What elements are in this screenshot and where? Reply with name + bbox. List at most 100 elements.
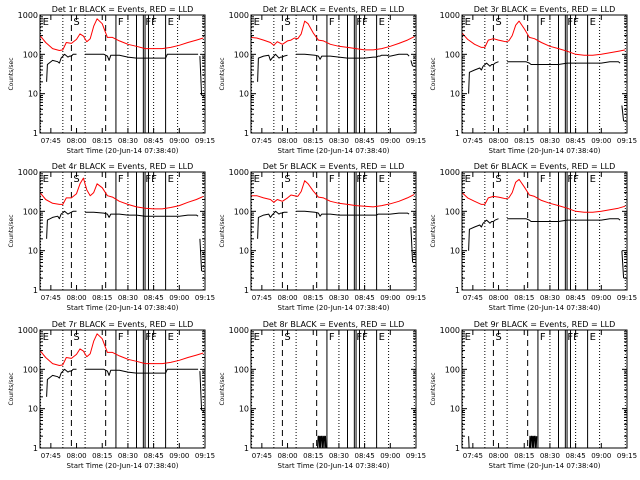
events-rate-line	[317, 435, 327, 449]
events-rate-line	[85, 211, 199, 218]
plot-frame	[39, 14, 206, 134]
event-marker-label: E	[254, 17, 260, 28]
lld-rate-line	[39, 18, 204, 51]
x-tick-label: 09:00	[380, 452, 400, 460]
x-tick-label: 08:00	[488, 137, 508, 145]
y-tick-label: 100	[445, 207, 460, 216]
event-marker-label: E	[168, 174, 174, 185]
y-axis-label: Counts/sec	[219, 372, 226, 405]
x-tick-label: 09:00	[169, 137, 189, 145]
event-marker-label: S	[73, 332, 79, 343]
events-rate-line	[468, 61, 499, 94]
y-tick-label: 100	[445, 365, 460, 374]
panel-title: Det 9r BLACK = Events, RED = LLD	[474, 320, 616, 329]
y-axis-label: Counts/sec	[8, 214, 15, 247]
x-tick-label: 08:15	[303, 452, 323, 460]
plot-frame	[461, 329, 628, 449]
event-marker-label: E	[379, 332, 385, 343]
x-tick-label: 08:00	[66, 294, 86, 302]
y-tick-label: 1	[33, 444, 38, 453]
x-tick-label: 09:00	[380, 294, 400, 302]
x-tick-label: 07:45	[252, 137, 272, 145]
y-tick-label: 1	[455, 286, 460, 295]
x-tick-label: 09:00	[591, 294, 611, 302]
y-tick-label: 1000	[229, 11, 249, 20]
y-tick-label: 100	[234, 50, 249, 59]
event-marker-label: S	[284, 174, 290, 185]
x-axis-label: Start Time (20-Jun-14 07:38:40)	[278, 147, 390, 155]
x-tick-label: 08:45	[355, 294, 375, 302]
events-rate-line	[410, 60, 414, 67]
x-tick-label: 08:00	[488, 294, 508, 302]
event-marker-label: S	[284, 332, 290, 343]
event-marker-label: F	[118, 174, 124, 185]
event-marker-label: FF	[567, 17, 579, 28]
plot-frame	[250, 329, 417, 449]
x-tick-label: 08:30	[329, 137, 349, 145]
events-rate-line	[257, 210, 288, 239]
y-tick-label: 100	[234, 365, 249, 374]
y-tick-label: 10	[239, 90, 249, 99]
events-rate-line	[468, 218, 499, 251]
y-tick-label: 1000	[18, 168, 38, 177]
lld-rate-line	[39, 177, 204, 210]
x-tick-label: 08:15	[92, 452, 112, 460]
y-tick-label: 1	[244, 444, 249, 453]
event-marker-label: F	[118, 332, 124, 343]
event-marker-label: E	[465, 174, 471, 185]
panel-title: Det 2r BLACK = Events, RED = LLD	[263, 5, 405, 14]
event-marker-label: FF	[145, 174, 157, 185]
panel-title: Det 5r BLACK = Events, RED = LLD	[263, 162, 405, 171]
events-rate-line	[507, 218, 621, 222]
y-tick-label: 1	[244, 286, 249, 295]
plot-frame	[250, 14, 417, 134]
x-tick-label: 08:45	[144, 452, 164, 460]
y-tick-label: 1000	[229, 168, 249, 177]
y-tick-label: 10	[28, 247, 38, 256]
x-tick-label: 08:00	[488, 452, 508, 460]
plot-frame	[250, 171, 417, 291]
x-axis-label: Start Time (20-Jun-14 07:38:40)	[489, 147, 601, 155]
x-tick-label: 08:45	[355, 137, 375, 145]
y-tick-label: 1000	[18, 326, 38, 335]
panel-title: Det 7r BLACK = Events, RED = LLD	[52, 320, 194, 329]
x-axis-label: Start Time (20-Jun-14 07:38:40)	[67, 147, 179, 155]
event-marker-label: E	[254, 174, 260, 185]
event-marker-label: FF	[356, 17, 368, 28]
plot-frame	[39, 171, 206, 291]
x-tick-label: 09:00	[169, 294, 189, 302]
events-rate-line	[199, 238, 203, 272]
x-tick-label: 08:30	[540, 137, 560, 145]
event-marker-label: E	[379, 17, 385, 28]
x-tick-label: 09:00	[169, 452, 189, 460]
x-tick-label: 08:00	[277, 452, 297, 460]
event-marker-label: E	[168, 332, 174, 343]
event-marker-label: E	[254, 332, 260, 343]
event-marker-label: E	[43, 174, 49, 185]
y-axis-label: Counts/sec	[8, 57, 15, 90]
x-tick-label: 07:45	[252, 294, 272, 302]
event-marker-label: F	[540, 17, 546, 28]
panel-title: Det 3r BLACK = Events, RED = LLD	[474, 5, 616, 14]
event-marker-label: FF	[567, 174, 579, 185]
lld-rate-line	[461, 178, 626, 213]
x-axis-label: Start Time (20-Jun-14 07:38:40)	[278, 462, 390, 470]
x-tick-label: 08:00	[66, 137, 86, 145]
x-tick-label: 07:45	[463, 137, 483, 145]
y-tick-label: 10	[450, 247, 460, 256]
x-tick-label: 09:15	[617, 294, 637, 302]
lld-rate-line	[39, 333, 204, 366]
x-tick-label: 08:15	[92, 137, 112, 145]
y-tick-label: 1	[244, 129, 249, 138]
x-tick-label: 08:30	[329, 452, 349, 460]
y-axis-label: Counts/sec	[430, 57, 437, 90]
x-tick-label: 08:15	[303, 137, 323, 145]
event-marker-label: E	[379, 174, 385, 185]
x-tick-label: 09:15	[406, 137, 426, 145]
